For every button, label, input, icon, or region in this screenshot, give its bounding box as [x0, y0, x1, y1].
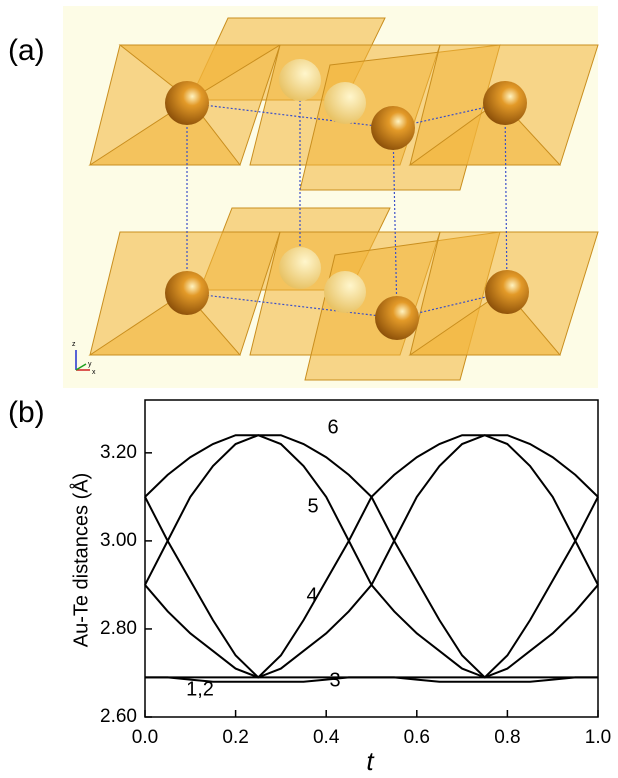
- y-tick-label: 3.20: [100, 442, 137, 463]
- panel-label: (a): [8, 34, 45, 67]
- atom: [483, 81, 527, 125]
- curve-label: 3: [329, 669, 340, 691]
- curve-label: 6: [327, 416, 338, 438]
- series-line: [144, 434, 599, 679]
- x-tick-label: 0.0: [132, 727, 158, 748]
- x-axis-title: t: [366, 746, 375, 776]
- y-axis-title: Au-Te distances (Å): [69, 473, 92, 648]
- curve-label: 1,2: [186, 678, 214, 700]
- series-line: [144, 434, 599, 679]
- series-line: [144, 434, 599, 679]
- y-tick-label: 3.00: [100, 530, 137, 551]
- x-tick-label: 0.4: [313, 727, 340, 748]
- x-tick-label: 0.2: [222, 727, 248, 748]
- atom: [279, 59, 321, 101]
- plot-frame: [144, 399, 599, 718]
- atom: [375, 296, 419, 340]
- y-tick-label: 2.60: [100, 706, 137, 727]
- series-line: [144, 434, 599, 679]
- atom: [485, 270, 529, 314]
- bond-lines: [186, 80, 508, 319]
- atom: [279, 247, 321, 289]
- axis-label: y: [88, 361, 92, 368]
- curve-label: 4: [306, 584, 317, 606]
- atom: [165, 81, 209, 125]
- axis-label: x: [92, 369, 96, 376]
- atom: [324, 82, 366, 124]
- curve-label: 5: [307, 495, 318, 517]
- x-tick-label: 1.0: [585, 727, 611, 748]
- axis-label: z: [72, 341, 76, 348]
- series-line: [145, 676, 598, 683]
- structure-panel: z y x: [63, 6, 599, 388]
- atoms: [165, 59, 529, 340]
- atom: [371, 106, 415, 150]
- atom: [324, 271, 366, 313]
- panel-label: (b): [8, 396, 45, 429]
- y-tick-label: 2.80: [100, 618, 137, 639]
- atom: [165, 271, 209, 315]
- axis-triad: z y x: [72, 341, 96, 376]
- x-tick-label: 0.8: [494, 727, 520, 748]
- x-tick-label: 0.6: [404, 727, 430, 748]
